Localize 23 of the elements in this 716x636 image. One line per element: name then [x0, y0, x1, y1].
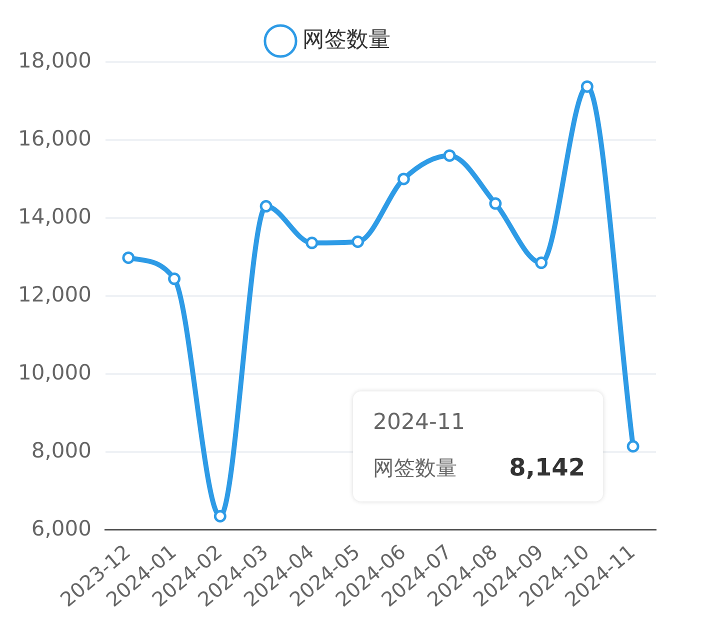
point	[626, 440, 640, 453]
point	[122, 251, 135, 264]
point	[306, 236, 318, 250]
point	[489, 197, 502, 210]
category-label: 2024-11	[373, 410, 465, 436]
y-tick-label: 16,000	[18, 126, 92, 150]
y-tick-label: 8,000	[31, 438, 92, 462]
data-label: 8,142	[509, 454, 586, 482]
legend-label: 网签数量	[302, 28, 390, 53]
y-tick-label: 12,000	[18, 282, 92, 306]
point	[443, 149, 456, 162]
y-tick-label: 10,000	[18, 360, 92, 384]
y-tick-label: 14,000	[18, 204, 92, 228]
y-tick-label: 6,000	[31, 516, 92, 540]
point	[352, 236, 364, 248]
point	[260, 200, 272, 213]
text: 网签数量	[373, 456, 458, 480]
point	[535, 256, 548, 270]
point	[397, 172, 410, 186]
point	[214, 510, 226, 523]
point	[580, 80, 594, 93]
point	[168, 272, 181, 286]
y-tick-label: 18,000	[18, 48, 92, 72]
